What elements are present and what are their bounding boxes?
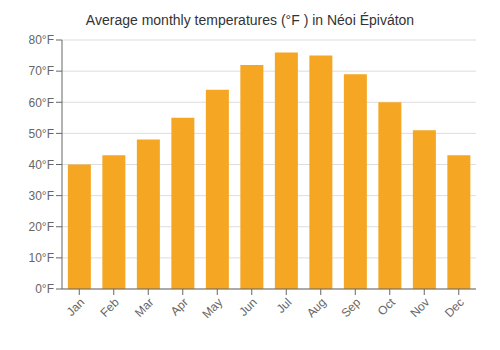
svg-text:20°F: 20°F [29, 220, 54, 234]
svg-text:Oct: Oct [375, 295, 399, 319]
svg-text:May: May [199, 295, 225, 321]
svg-text:Aug: Aug [304, 295, 329, 320]
svg-text:10°F: 10°F [29, 251, 54, 265]
svg-text:Jul: Jul [274, 295, 295, 316]
svg-text:70°F: 70°F [29, 64, 54, 78]
svg-text:Nov: Nov [407, 295, 432, 320]
svg-text:60°F: 60°F [29, 96, 54, 110]
svg-text:0°F: 0°F [35, 282, 54, 296]
svg-text:80°F: 80°F [29, 33, 54, 47]
svg-text:50°F: 50°F [29, 127, 54, 141]
svg-text:Jun: Jun [236, 295, 260, 319]
svg-text:Sep: Sep [338, 295, 363, 320]
svg-text:Jan: Jan [64, 295, 88, 319]
svg-text:Dec: Dec [442, 295, 467, 320]
svg-text:Mar: Mar [132, 295, 157, 320]
svg-text:40°F: 40°F [29, 158, 54, 172]
svg-text:Feb: Feb [97, 295, 122, 320]
svg-text:30°F: 30°F [29, 189, 54, 203]
html-text:Average monthly temperatures (: Average monthly temperatures (°F ) in Né… [85, 12, 415, 28]
svg-text:Apr: Apr [168, 295, 191, 318]
